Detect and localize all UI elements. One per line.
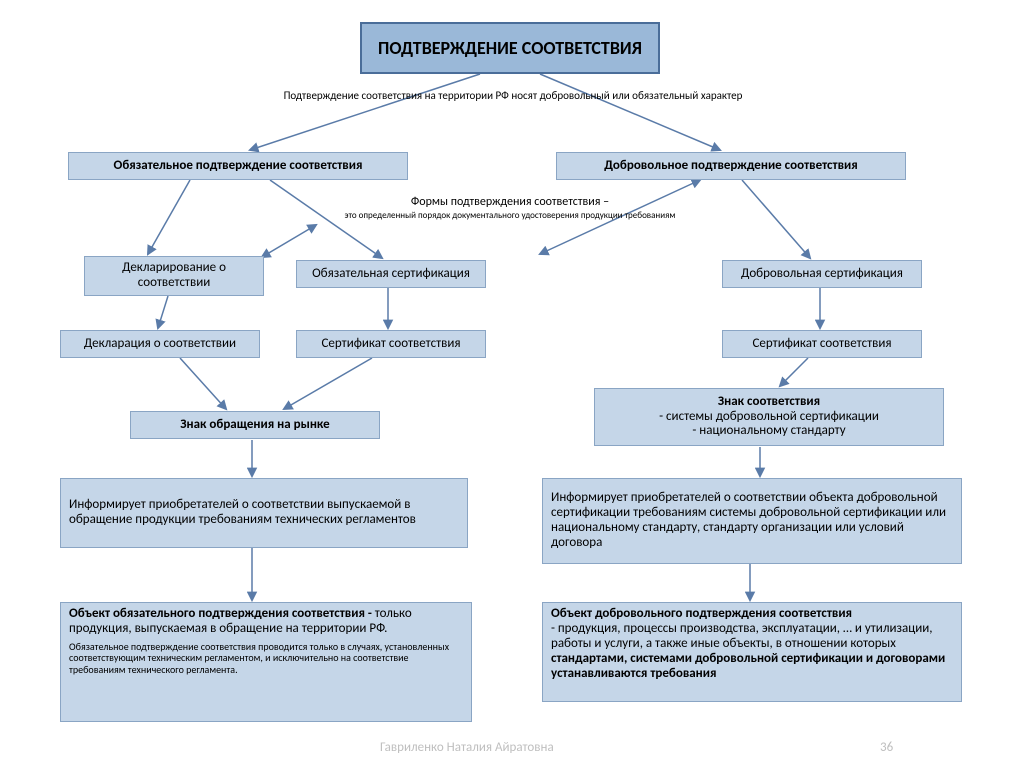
node-market-sign: Знак обращения на рынке [130,411,380,439]
node-declaring: Декларирование о соответствии [84,256,264,296]
conf-sign-l2: - национальному стандарту [692,424,845,439]
conf-sign-title: Знак соответствия [718,395,820,410]
node-certificate-right: Сертификат соответствия [722,330,922,358]
node-object-right: Объект добровольного подтверждения соотв… [542,602,962,702]
title-header: ПОДТВЕРЖДЕНИЕ СООТВЕТСТВИЯ [360,22,660,74]
conf-sign-l1: - системы добровольной сертификации [659,410,879,425]
node-object-left: Объект обязательного подтверждения соотв… [60,602,472,722]
node-mandatory-confirmation: Обязательное подтверждение соответствия [68,152,408,180]
node-voluntary-certification: Добровольная сертификация [722,260,922,288]
obj-l-title: Объект обязательного подтверждения соотв… [69,607,463,637]
node-declaration: Декларация о соответствии [60,330,260,358]
subtitle-text: Подтверждение соответствия на территории… [168,90,858,106]
node-mandatory-certification: Обязательная сертификация [296,260,486,288]
node-voluntary-confirmation: Добровольное подтверждение соответствия [556,152,906,180]
node-certificate-left: Сертификат соответствия [296,330,486,358]
node-inform-right: Информирует приобретателей о соответстви… [542,478,962,564]
forms-subtitle: это определенный порядок документального… [255,211,765,225]
footer-author: Гавриленко Наталия Айратовна [380,740,554,755]
obj-r-body: Объект добровольного подтверждения соотв… [551,607,953,682]
node-conformity-sign: Знак соответствия - системы добровольной… [594,388,944,446]
node-inform-left: Информирует приобретателей о соответстви… [60,478,468,548]
footer-page-number: 36 [880,740,893,755]
obj-l-small: Обязательное подтверждение соответствия … [69,641,463,676]
